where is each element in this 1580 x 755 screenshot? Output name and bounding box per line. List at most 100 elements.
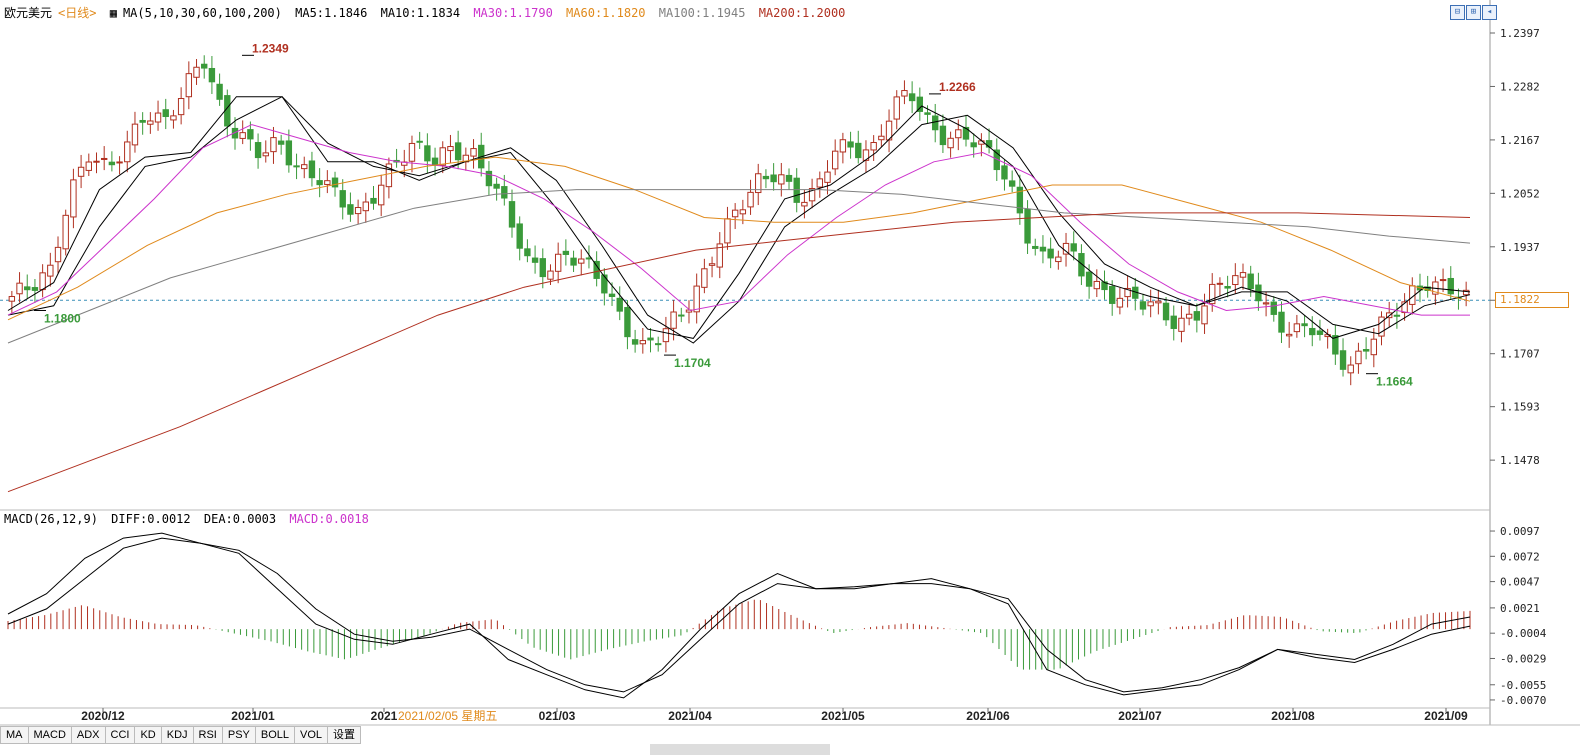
candle-down [485, 170, 493, 187]
candle-down [1101, 281, 1108, 291]
candle-up [693, 285, 700, 313]
candle-down [908, 93, 916, 102]
candle-up [1201, 305, 1208, 325]
candle-down [493, 183, 500, 189]
candle-down [501, 186, 508, 199]
price-tick-label: 1.1478 [1500, 454, 1540, 467]
candle-up [47, 264, 54, 277]
candle-down [608, 293, 616, 297]
macd-param-label: MACD(26,12,9) [4, 512, 98, 526]
candle-up [731, 209, 739, 218]
candle-up [893, 96, 900, 120]
price-tick-label: 1.2397 [1500, 27, 1540, 40]
macd-tick-label: 0.0097 [1500, 525, 1540, 538]
candle-up [639, 340, 647, 345]
candle-down [932, 115, 939, 131]
candle-up [177, 98, 185, 116]
maximize-icon[interactable]: ⊞ [1466, 5, 1481, 20]
tab-psy[interactable]: PSY [222, 726, 256, 744]
candle-up [1155, 300, 1162, 304]
candle-down [1224, 286, 1231, 289]
candle-up [870, 142, 877, 151]
ma5-value: MA5:1.1846 [295, 6, 368, 20]
candle-down [339, 190, 346, 208]
tab-vol[interactable]: VOL [295, 726, 329, 744]
macd-line-dea [7, 537, 1471, 693]
tab-rsi[interactable]: RSI [193, 726, 223, 744]
candle-up [1116, 297, 1124, 308]
candle-down [916, 96, 924, 112]
tab-kdj[interactable]: KDJ [161, 726, 194, 744]
candle-up [1293, 323, 1301, 333]
date-label: 2021/07 [1118, 709, 1162, 723]
high-annotation: 1.2266 [939, 80, 976, 94]
candle-down [1139, 301, 1147, 310]
ma30-value: MA30:1.1790 [473, 6, 553, 20]
close-icon[interactable]: ◂ [1482, 5, 1497, 20]
price-legend: 欧元美元 <日线> ▦ MA(5,10,30,60,100,200) MA5:1.1… [4, 4, 851, 21]
candle-up [324, 180, 331, 185]
macd-diff-value: DIFF:0.0012 [111, 512, 191, 526]
candle-up [878, 135, 885, 141]
ma60-value: MA60:1.1820 [566, 6, 646, 20]
candle-down [1039, 246, 1047, 252]
candle-down [208, 67, 216, 83]
tab-boll[interactable]: BOLL [255, 726, 296, 744]
period-label[interactable]: <日线> [58, 6, 97, 20]
tab-kd[interactable]: KD [135, 726, 162, 744]
candle-down [601, 274, 608, 294]
candle-down [285, 140, 293, 166]
candle-down [454, 142, 462, 161]
candle-down [624, 307, 631, 338]
candle-up [1262, 302, 1270, 305]
candle-up [239, 132, 246, 139]
candle-down [678, 314, 685, 317]
candle-up [578, 258, 585, 264]
candle-up [378, 184, 385, 206]
candle-down [993, 149, 1000, 171]
candle-down [570, 257, 577, 266]
candle-up [93, 160, 100, 163]
candle-down [1301, 323, 1308, 327]
candle-up [670, 311, 677, 329]
price-tick-label: 1.1593 [1500, 401, 1540, 414]
candle-down [1332, 335, 1339, 355]
candle-down [647, 337, 654, 341]
candle-up [801, 201, 808, 207]
tab-cci[interactable]: CCI [105, 726, 136, 744]
low-annotation: 1.1664 [1376, 375, 1413, 389]
macd-tick-label: -0.0055 [1500, 679, 1546, 692]
tab-adx[interactable]: ADX [71, 726, 106, 744]
candle-down [331, 177, 339, 188]
tab-ma[interactable]: MA [0, 726, 29, 744]
candle-down [508, 201, 516, 228]
restore-icon[interactable]: ⊟ [1450, 5, 1465, 20]
candle-up [824, 171, 831, 183]
tab-macd[interactable]: MACD [28, 726, 72, 744]
candle-up [755, 173, 762, 194]
candle-down [793, 177, 800, 203]
macd-bars-group [7, 599, 1471, 670]
candle-up [662, 328, 670, 343]
price-tick-label: 1.2282 [1500, 80, 1540, 93]
candle-down [1193, 311, 1201, 321]
candle-down [1001, 165, 1008, 180]
candle-up [816, 178, 823, 188]
candle-up [100, 157, 108, 160]
candle-down [201, 63, 208, 69]
current-price-tag: 1.1822 [1495, 292, 1569, 308]
macd-tick-label: -0.0004 [1500, 627, 1547, 640]
macd-line-diff [7, 532, 1471, 699]
candle-down [562, 250, 570, 255]
candle-up [85, 161, 92, 171]
candle-up [147, 120, 154, 125]
macd-tick-label: -0.0070 [1500, 694, 1546, 707]
candle-down [770, 174, 777, 183]
tab-settings[interactable]: 设置 [328, 726, 362, 744]
candle-up [724, 218, 731, 244]
scrollbar[interactable] [650, 744, 830, 755]
candle-up [1239, 272, 1247, 278]
candle-up [1401, 301, 1408, 314]
